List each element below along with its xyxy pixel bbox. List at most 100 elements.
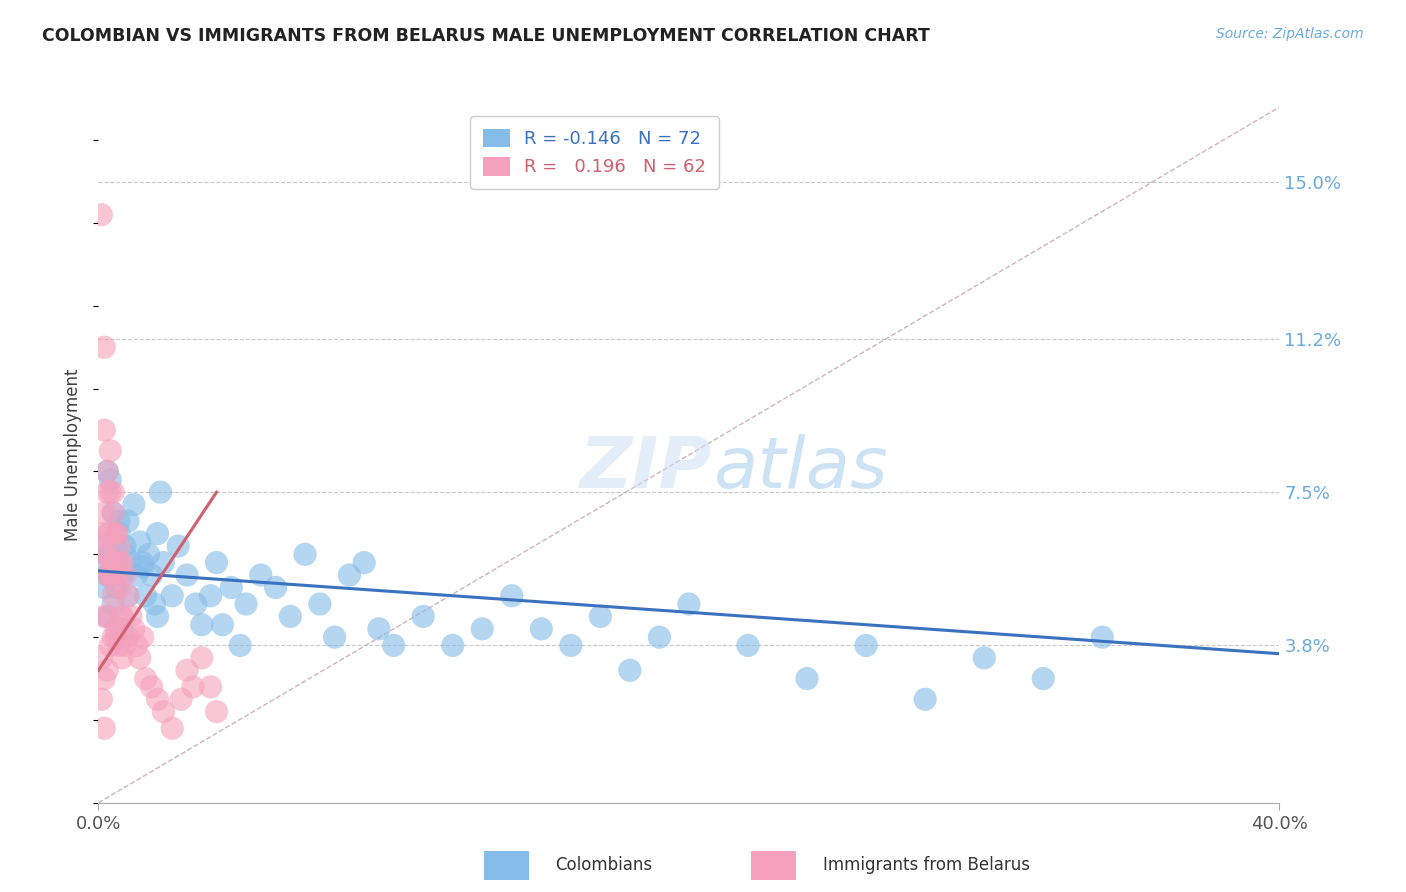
Point [93,581,115,595]
Point [141,680,163,694]
Point [103,597,125,611]
Point [737,639,759,653]
Point [117,589,139,603]
Text: Colombians: Colombians [555,856,652,874]
Point [98,526,121,541]
Point [309,597,332,611]
Point [105,630,128,644]
Point [125,639,148,653]
Point [589,609,612,624]
Point [103,506,125,520]
Point [235,597,257,611]
Point [368,622,391,636]
Point [96,485,118,500]
Point [619,663,641,677]
Point [1091,630,1114,644]
Text: Immigrants from Belarus: Immigrants from Belarus [823,856,1029,874]
Point [167,539,190,553]
Point [181,680,204,694]
Point [96,568,118,582]
Point [117,514,139,528]
Point [93,506,115,520]
Point [125,568,148,582]
Point [108,556,131,570]
Point [103,556,125,570]
Point [108,526,131,541]
Point [339,568,360,582]
Point [90,692,112,706]
Point [111,622,134,636]
Point [219,581,242,595]
Point [146,609,169,624]
Point [114,639,136,653]
Point [149,485,172,500]
Point [111,556,134,570]
Point [103,506,125,520]
Point [855,639,877,653]
Point [122,498,145,512]
Point [162,721,183,735]
Text: Source: ZipAtlas.com: Source: ZipAtlas.com [1216,27,1364,41]
Point [678,597,700,611]
Point [105,556,128,570]
Legend: R = -0.146   N = 72, R =   0.196   N = 62: R = -0.146 N = 72, R = 0.196 N = 62 [470,116,718,189]
Point [93,609,115,624]
Point [796,672,818,686]
Point [264,581,287,595]
Point [412,609,434,624]
Point [96,547,118,561]
Point [132,556,155,570]
Point [90,651,112,665]
Point [105,526,128,541]
Point [501,589,523,603]
Point [105,526,128,541]
Point [973,651,995,665]
Point [114,539,136,553]
Point [914,692,936,706]
Point [146,692,169,706]
Point [114,568,136,582]
Point [93,547,115,561]
Point [105,568,128,582]
Point [98,443,121,458]
Point [98,485,121,500]
Point [441,639,464,653]
Point [176,663,198,677]
Point [200,589,222,603]
Point [135,589,157,603]
Point [205,705,228,719]
Text: ZIP: ZIP [581,434,713,503]
Point [471,622,494,636]
Point [93,721,115,735]
FancyBboxPatch shape [484,851,529,880]
Point [93,340,115,354]
Text: atlas: atlas [713,434,887,503]
Point [108,581,131,595]
Text: COLOMBIAN VS IMMIGRANTS FROM BELARUS MALE UNEMPLOYMENT CORRELATION CHART: COLOMBIAN VS IMMIGRANTS FROM BELARUS MAL… [42,27,929,45]
Point [146,526,169,541]
Point [560,639,582,653]
Point [114,547,136,561]
Point [170,692,193,706]
Point [184,597,207,611]
Point [250,568,273,582]
Point [98,568,121,582]
Point [191,651,214,665]
Point [98,473,121,487]
Point [229,639,252,653]
Point [117,589,139,603]
Point [323,630,346,644]
Point [103,485,125,500]
Point [152,556,174,570]
Point [1032,672,1054,686]
Point [162,589,183,603]
Point [138,547,160,561]
Point [648,630,671,644]
Point [191,617,214,632]
Point [93,423,115,437]
Point [530,622,553,636]
Point [294,547,316,561]
Point [200,680,222,694]
Point [176,568,198,582]
Point [205,556,228,570]
